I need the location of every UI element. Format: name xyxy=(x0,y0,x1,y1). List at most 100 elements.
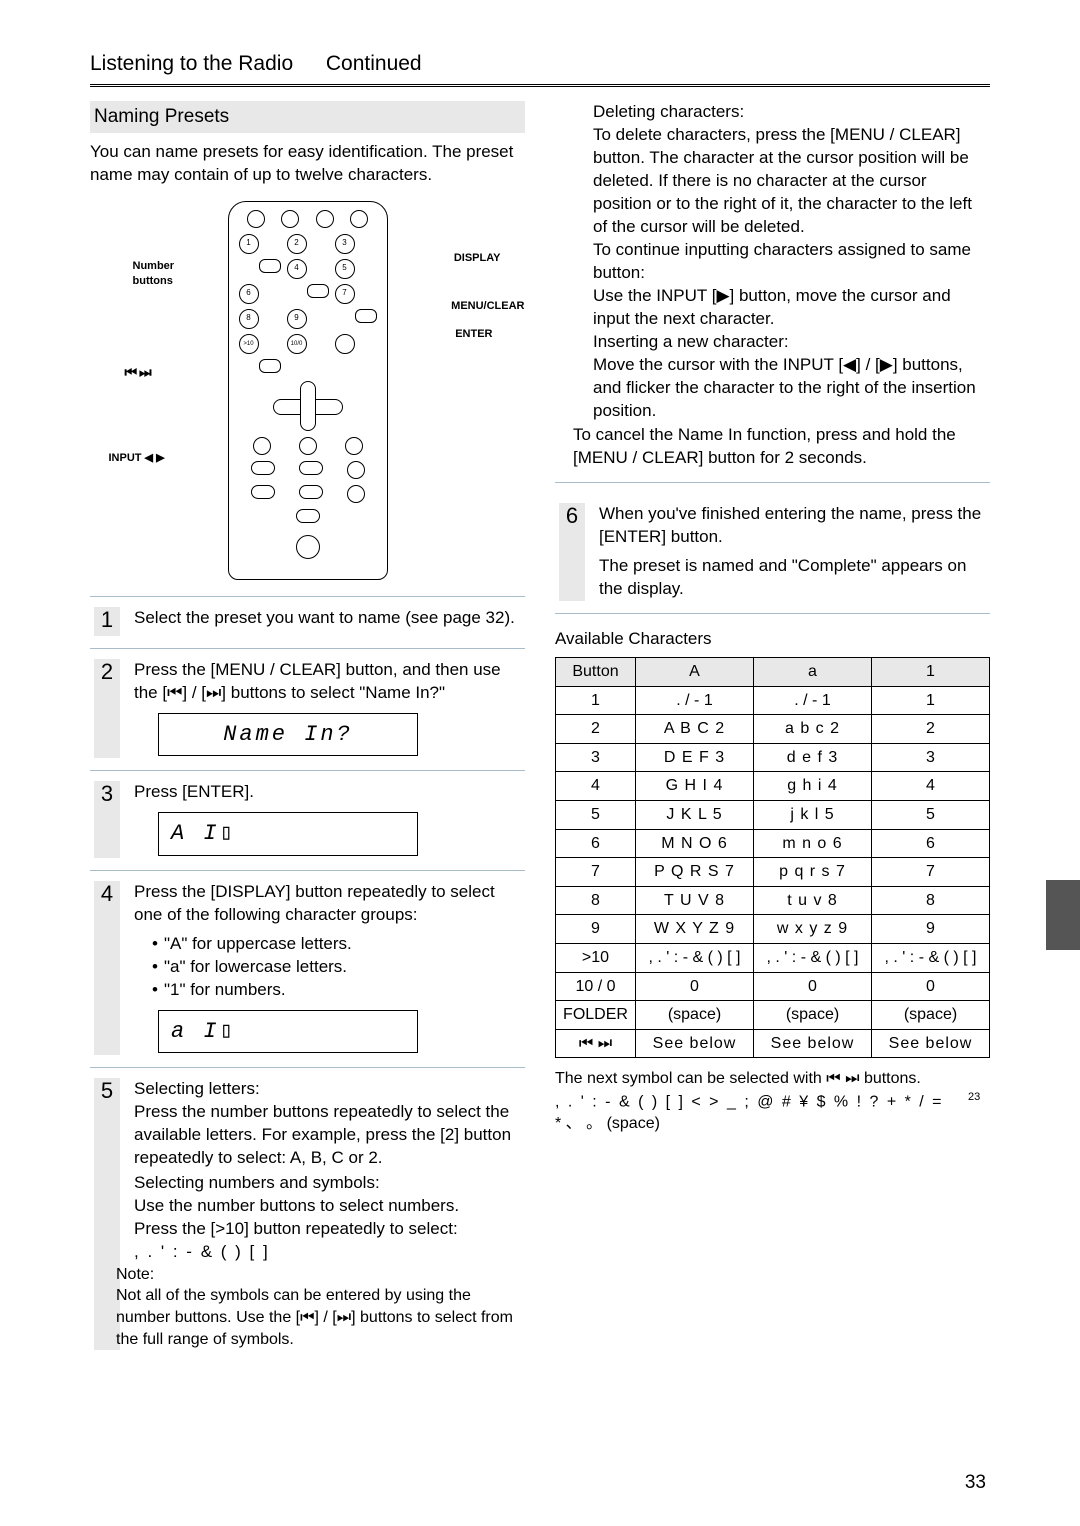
repeat-button xyxy=(347,461,365,479)
table-cell: j k l 5 xyxy=(754,801,872,830)
table-cell: 1 xyxy=(872,686,990,715)
tuner-button xyxy=(299,437,317,455)
table-row: 7P Q R S 7p q r s 77 xyxy=(556,858,990,887)
note-text: Not all of the symbols can be entered by… xyxy=(116,1285,521,1350)
th-button: Button xyxy=(556,658,636,687)
th-a: a xyxy=(754,658,872,687)
table-cell: p q r s 7 xyxy=(754,858,872,887)
page-number: 33 xyxy=(965,1470,986,1496)
lcd-display: A I▯ xyxy=(158,812,418,856)
step-number: 2 xyxy=(94,659,120,759)
table-cell: (space) xyxy=(872,1001,990,1030)
step-subheading: Deleting characters: xyxy=(593,101,986,124)
table-cell: 9 xyxy=(556,915,636,944)
callout-input: INPUT ◀ ▶ xyxy=(109,451,165,466)
step-paragraph: Move the cursor with the INPUT [◀] / [▶]… xyxy=(593,354,986,423)
table-cell: 8 xyxy=(872,886,990,915)
table-cell: FOLDER xyxy=(556,1001,636,1030)
display-button xyxy=(259,259,281,273)
section-tab xyxy=(1046,880,1080,950)
table-cell: 2 xyxy=(872,715,990,744)
table-cell: (space) xyxy=(636,1001,754,1030)
section-intro: You can name presets for easy identifica… xyxy=(90,141,525,187)
table-row: 8T U V 8t u v 88 xyxy=(556,886,990,915)
table-cell: 3 xyxy=(872,743,990,772)
callout-menu-clear: MENU/CLEAR xyxy=(451,299,524,314)
lcd-display: Name In? xyxy=(158,713,418,757)
callout-number-buttons: Number buttons xyxy=(133,259,175,289)
table-row: 9W X Y Z 9w x y z 99 xyxy=(556,915,990,944)
input-button xyxy=(253,437,271,455)
numpad-2: 2 xyxy=(287,234,307,254)
table-cell: D E F 3 xyxy=(636,743,754,772)
table-cell: 5 xyxy=(872,801,990,830)
table-cell: . / - 1 xyxy=(636,686,754,715)
callout-prev-next: ⏮ ⏭ xyxy=(125,363,151,382)
step-paragraph: Press the number buttons repeatedly to s… xyxy=(134,1101,521,1170)
step-6: 6 When you've finished entering the name… xyxy=(555,493,990,614)
table-cell: 9 xyxy=(872,915,990,944)
lcd-display: a I▯ xyxy=(158,1010,418,1054)
table-cell: . / - 1 xyxy=(754,686,872,715)
remote-timer-btn xyxy=(316,210,334,228)
table-cell: 5 xyxy=(556,801,636,830)
post-table-line3: * 、 。 (space) xyxy=(555,1113,990,1135)
page-header: Listening to the Radio Continued xyxy=(90,50,990,87)
table-row: 5J K L 5j k l 55 xyxy=(556,801,990,830)
table-cell: See below xyxy=(636,1029,754,1058)
available-characters-title: Available Characters xyxy=(555,628,990,651)
remote-standby-btn xyxy=(247,210,265,228)
step-text: Press [ENTER]. xyxy=(134,781,521,804)
table-cell: 7 xyxy=(556,858,636,887)
character-table: Button A a 1 1. / - 1. / - 112A B C 2a b… xyxy=(555,657,990,1058)
superscript-23: 23 xyxy=(968,1091,980,1103)
th-A: A xyxy=(636,658,754,687)
step-text: Press the [DISPLAY] button repeatedly to… xyxy=(134,881,521,927)
table-cell: 8 xyxy=(556,886,636,915)
bullet-item: "1" for numbers. xyxy=(152,979,521,1002)
table-cell: a b c 2 xyxy=(754,715,872,744)
section-heading: Naming Presets xyxy=(90,101,525,133)
table-cell: , . ' : - & ( ) [ ] xyxy=(754,943,872,972)
step-paragraph: Press the [>10] button repeatedly to sel… xyxy=(134,1218,521,1241)
step-1: 1 Select the preset you want to name (se… xyxy=(90,597,525,649)
step-number: 6 xyxy=(559,503,585,601)
header-title: Listening to the Radio xyxy=(90,52,293,75)
table-cell: T U V 8 xyxy=(636,886,754,915)
cancel-text: To cancel the Name In function, press an… xyxy=(573,424,986,470)
callout-enter: ENTER xyxy=(455,327,492,342)
table-cell: 6 xyxy=(872,829,990,858)
table-cell: 3 xyxy=(556,743,636,772)
step-2: 2 Press the [MENU / CLEAR] button, and t… xyxy=(90,649,525,772)
numpad-gt10: >10 xyxy=(239,334,259,354)
note-label: Note: xyxy=(116,1264,521,1286)
table-cell: 0 xyxy=(636,972,754,1001)
numpad-9: 9 xyxy=(287,309,307,329)
table-cell: m n o 6 xyxy=(754,829,872,858)
table-row: 1. / - 1. / - 11 xyxy=(556,686,990,715)
step-paragraph: To delete characters, press the [MENU / … xyxy=(593,124,986,239)
table-cell: 10 / 0 xyxy=(556,972,636,1001)
ff-button xyxy=(299,485,323,499)
shuffle-button xyxy=(347,485,365,503)
table-cell: , . ' : - & ( ) [ ] xyxy=(872,943,990,972)
numpad-6: 6 xyxy=(239,284,259,304)
ipod-button xyxy=(296,509,320,523)
rew-button xyxy=(251,485,275,499)
numpad-8: 8 xyxy=(239,309,259,329)
step-subheading: Selecting letters: xyxy=(134,1078,521,1101)
table-cell: d e f 3 xyxy=(754,743,872,772)
table-cell: 6 xyxy=(556,829,636,858)
table-cell: 1 xyxy=(556,686,636,715)
step-subheading: Inserting a new character: xyxy=(593,331,986,354)
menu-clear-button xyxy=(355,309,377,323)
tone-button xyxy=(296,535,320,559)
table-row: >10 , . ' : - & ( ) [ ], . ' : - & ( ) [ … xyxy=(556,943,990,972)
numpad-3: 3 xyxy=(335,234,355,254)
table-cell: g h i 4 xyxy=(754,772,872,801)
step-number: 3 xyxy=(94,781,120,858)
table-cell: M N O 6 xyxy=(636,829,754,858)
numpad-0: 10/0 xyxy=(287,334,307,354)
remote-sleep-btn xyxy=(281,210,299,228)
table-cell: >10 xyxy=(556,943,636,972)
